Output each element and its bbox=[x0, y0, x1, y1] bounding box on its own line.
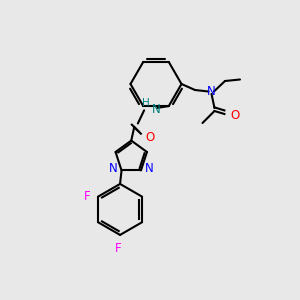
Text: N: N bbox=[145, 162, 154, 176]
Text: N: N bbox=[207, 85, 216, 98]
Text: N: N bbox=[152, 103, 161, 116]
Text: F: F bbox=[84, 190, 91, 203]
Text: O: O bbox=[230, 109, 240, 122]
Text: O: O bbox=[146, 131, 155, 144]
Text: H: H bbox=[142, 98, 150, 109]
Text: F: F bbox=[115, 242, 122, 254]
Text: N: N bbox=[109, 162, 118, 176]
